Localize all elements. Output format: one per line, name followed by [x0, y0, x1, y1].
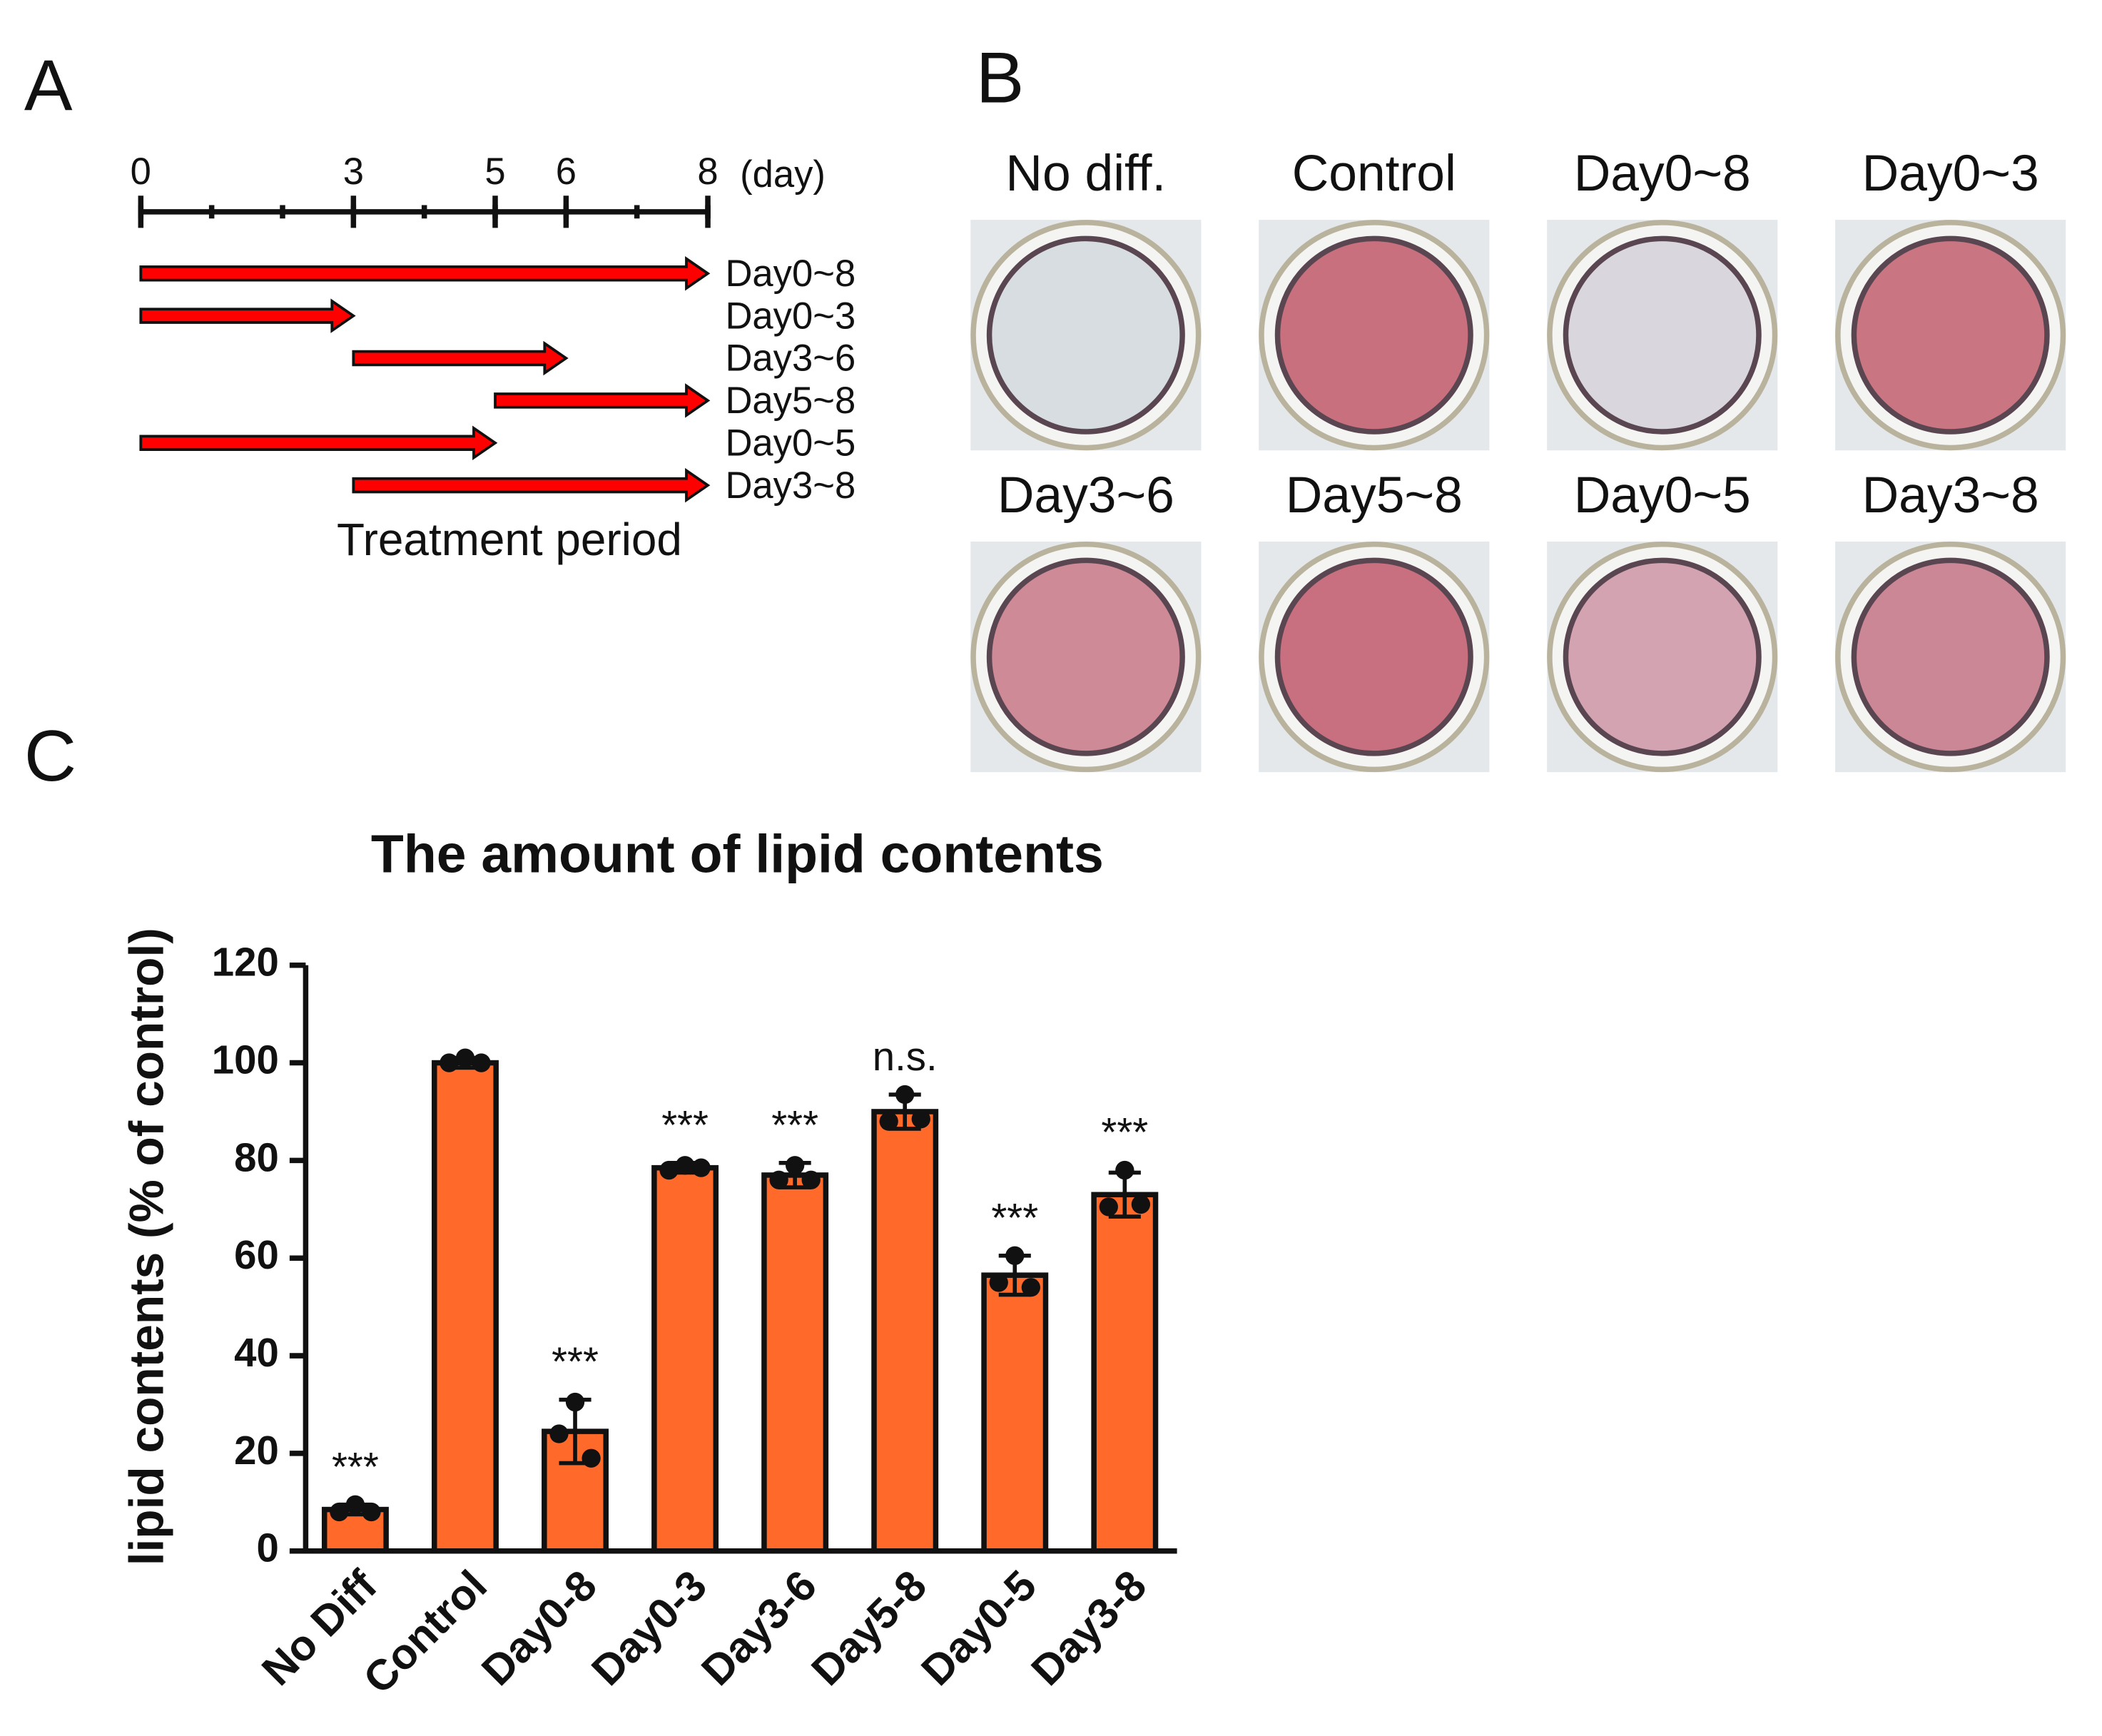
y-tick-label: 80	[234, 1135, 279, 1179]
y-tick-label: 0	[256, 1526, 278, 1570]
x-tick-label: Day0-5	[912, 1561, 1045, 1695]
bar	[651, 1164, 719, 1554]
data-point	[989, 1273, 1008, 1292]
panel-label: A	[24, 46, 73, 126]
well-stain	[986, 557, 1185, 756]
bar	[432, 1060, 499, 1554]
well-stain	[1563, 235, 1762, 435]
x-tick-label: Day0-3	[582, 1561, 716, 1695]
well-label: Day0~5	[1574, 467, 1751, 524]
data-point	[330, 1502, 349, 1522]
bar	[1091, 1192, 1159, 1554]
x-tick-label: Day5-8	[802, 1561, 935, 1695]
well-label: Day0~8	[1574, 145, 1751, 202]
data-point	[1099, 1197, 1118, 1217]
y-axis-title: lipid contents (% of control)	[120, 928, 173, 1565]
significance-label: ***	[991, 1195, 1038, 1240]
timeline-tick-label: 8	[697, 151, 718, 193]
period-label: Day5~8	[725, 380, 855, 422]
treatment-arrow	[494, 383, 711, 418]
well-stain	[1563, 557, 1762, 756]
well-stain	[986, 235, 1185, 435]
data-point	[455, 1048, 475, 1067]
bar	[981, 1272, 1049, 1554]
significance-label: ***	[552, 1339, 599, 1384]
x-tick-label: Day3-8	[1022, 1561, 1156, 1695]
data-point	[549, 1424, 569, 1443]
data-point	[675, 1156, 695, 1175]
well-stain	[1851, 235, 2050, 435]
panel-label: C	[24, 716, 76, 796]
treatment-arrow	[352, 467, 711, 503]
bar	[871, 1109, 939, 1554]
timeline-unit: (day)	[740, 153, 826, 196]
y-tick-label: 60	[234, 1232, 279, 1277]
timeline-tick-label: 5	[484, 151, 505, 193]
well-label: Control	[1292, 145, 1456, 202]
data-point	[659, 1160, 679, 1180]
y-tick-label: 40	[234, 1330, 279, 1375]
timeline-caption: Treatment period	[337, 514, 682, 565]
data-point	[1115, 1160, 1134, 1180]
period-label: Day0~8	[725, 253, 855, 295]
significance-label: ***	[332, 1444, 379, 1489]
data-point	[1005, 1246, 1025, 1265]
data-point	[911, 1110, 930, 1129]
well-stain	[1274, 235, 1473, 435]
significance-label: ***	[1101, 1110, 1148, 1154]
x-tick-label: Day0-8	[472, 1561, 606, 1695]
timeline-tick-label: 6	[556, 151, 577, 193]
data-point	[801, 1170, 821, 1189]
y-tick-label: 120	[212, 940, 279, 985]
x-tick-label: Day3-6	[692, 1561, 826, 1695]
well-label: No diff.	[1005, 145, 1166, 202]
significance-label: n.s.	[873, 1034, 938, 1079]
data-point	[879, 1112, 898, 1131]
period-label: Day3~8	[725, 465, 855, 507]
treatment-arrow	[352, 340, 569, 376]
data-point	[440, 1053, 459, 1072]
treatment-arrow	[139, 256, 711, 291]
well-label: Day3~8	[1862, 467, 2039, 524]
period-label: Day0~5	[725, 422, 855, 464]
data-point	[1021, 1278, 1040, 1297]
treatment-arrow	[139, 298, 356, 333]
timeline-tick-label: 0	[131, 151, 151, 193]
chart-title: The amount of lipid contents	[371, 823, 1104, 883]
data-point	[472, 1053, 491, 1072]
timeline-tick-label: 3	[343, 151, 364, 193]
period-label: Day3~6	[725, 337, 855, 380]
panel-label: B	[976, 37, 1025, 118]
well-label: Day3~6	[997, 467, 1174, 524]
period-label: Day0~3	[725, 295, 855, 337]
well-label: Day0~3	[1862, 145, 2039, 202]
data-point	[691, 1158, 711, 1177]
data-point	[1131, 1194, 1151, 1214]
bar	[761, 1172, 829, 1554]
data-point	[362, 1502, 381, 1522]
x-tick-label: Control	[354, 1561, 495, 1702]
data-point	[786, 1156, 805, 1175]
data-point	[345, 1495, 365, 1514]
treatment-arrow	[139, 425, 498, 460]
data-point	[582, 1448, 601, 1468]
data-point	[895, 1085, 915, 1105]
significance-label: ***	[661, 1102, 709, 1147]
well-stain	[1851, 557, 2050, 756]
y-tick-label: 100	[212, 1037, 279, 1082]
well-label: Day5~8	[1286, 467, 1463, 524]
data-point	[565, 1392, 585, 1412]
y-tick-label: 20	[234, 1428, 279, 1473]
significance-label: ***	[771, 1102, 818, 1147]
well-stain	[1274, 557, 1473, 756]
data-point	[769, 1170, 788, 1189]
